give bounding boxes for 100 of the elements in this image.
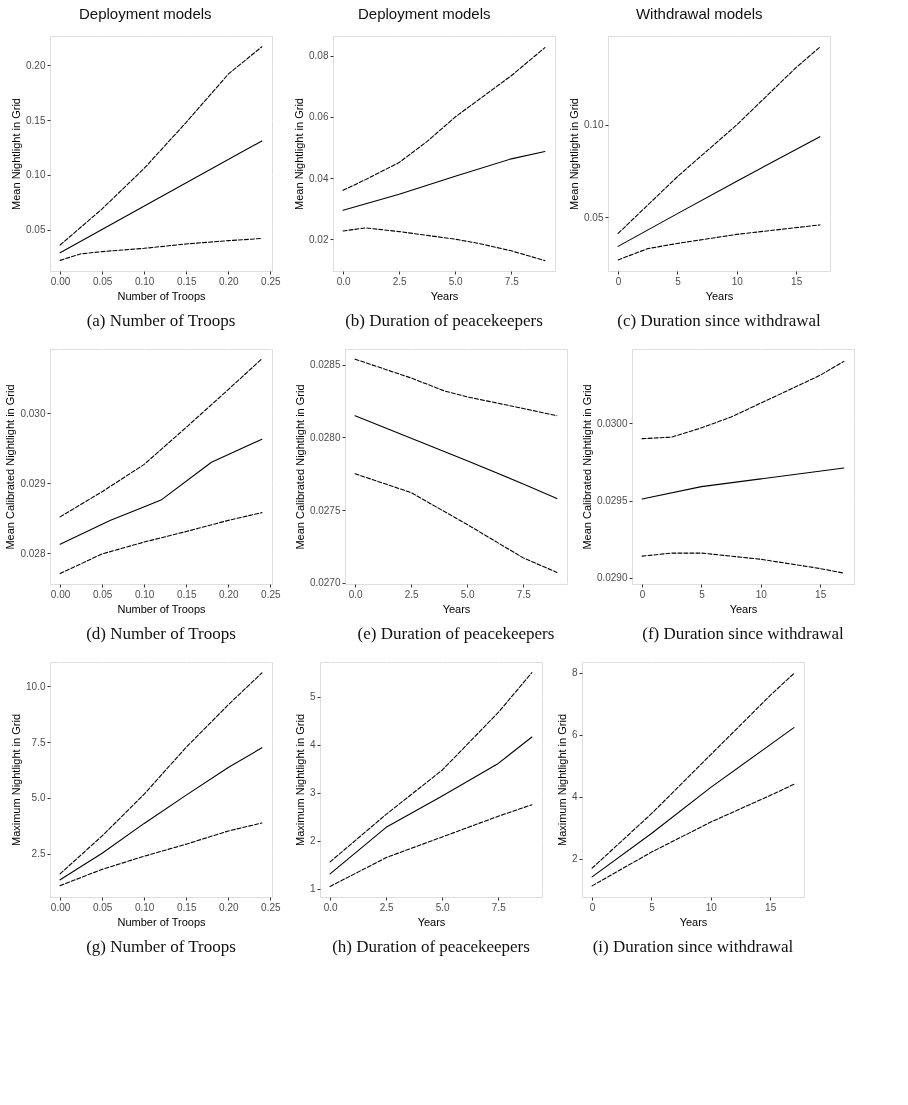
x-tick-label: 0.20 [219,901,239,913]
line-series [59,438,263,545]
x-tick-label: 2.5 [392,275,408,287]
line-series [354,415,558,499]
text: (f) Duration since withdrawal [642,624,845,643]
y-tick-label: 0.0295 [596,495,628,507]
x-tick-label: 7.5 [491,901,507,913]
y-tick-label: 2 [309,835,316,847]
y-axis-title: Maximum Nightlight in Grid [10,713,23,847]
x-tick-label: 0.15 [176,901,197,913]
x-tick-label: 2.5 [404,588,420,600]
y-tick-label: 4 [309,739,316,751]
line-series [617,224,821,261]
line-series [591,672,795,869]
line-series [59,46,263,246]
y-tick-label: 0.029 [20,477,46,489]
line-series [591,727,795,878]
x-axis-title: Number of Troops [117,602,207,615]
x-tick-label: 0 [639,588,646,600]
x-tick-label: 15 [815,588,827,600]
line-series [342,150,546,211]
text: (d) Number of Troops [86,624,236,643]
text: (a) Number of Troops [86,311,236,330]
y-tick-label: 0.20 [26,59,46,71]
x-axis-title: Number of Troops [117,289,207,302]
line-series [354,358,558,417]
x-tick-label: 10 [755,588,768,600]
y-tick-label: 0.02 [309,233,329,245]
x-tick-label: 0.00 [50,588,71,600]
x-axis-title: Years [430,289,459,302]
x-tick-label: 0.00 [50,901,71,913]
y-tick-label: 0.0280 [309,431,341,443]
y-tick-label: 10.0 [26,680,46,692]
line-series [591,783,795,887]
x-tick-label: 0.10 [134,275,155,287]
line-series [59,672,263,875]
x-axis-title: Years [442,602,471,615]
y-axis-title: Mean Calibrated Nightlight in Grid [580,384,593,550]
line-series [617,136,821,247]
x-tick-label: 0.0 [348,588,363,600]
line-series [641,467,845,500]
x-axis-title: Years [679,915,708,928]
chart-title: Deployment models [79,4,212,22]
x-tick-label: 0.05 [92,275,113,287]
x-axis-title: Years [417,915,446,928]
x-tick-label: 0.20 [219,588,239,600]
x-axis-title: Years [729,602,758,615]
text: (c) Duration since withdrawal [617,311,821,330]
x-tick-label: 0.05 [92,901,113,913]
line-series [342,47,546,191]
y-axis-title: Mean Nightlight in Grid [10,98,23,210]
y-axis-title: Mean Calibrated Nightlight in Grid [293,384,306,550]
text: (g) Number of Troops [86,937,236,956]
y-tick-label: 5.0 [31,792,46,804]
y-axis-title: Maximum Nightlight in Grid [293,713,306,847]
y-tick-label: 1 [309,883,316,895]
line-series [59,237,263,261]
chart-title: Withdrawal models [635,4,763,22]
x-tick-label: 0.10 [134,901,155,913]
y-axis-title: Mean Nightlight in Grid [293,98,306,210]
x-axis-title: Number of Troops [117,915,207,928]
y-tick-label: 0.030 [20,407,46,419]
x-tick-label: 2.5 [379,901,395,913]
line-series [617,46,821,234]
x-axis-title: Years [705,289,734,302]
x-tick-label: 0.25 [261,901,281,913]
x-tick-label: 5 [699,588,706,600]
line-series [329,804,533,887]
x-tick-label: 0.15 [176,588,197,600]
x-tick-label: 0.0 [323,901,338,913]
y-tick-label: 0.0300 [596,417,628,429]
x-tick-label: 5 [649,901,656,913]
line-series [59,358,263,518]
line-series [354,473,558,573]
text: (b) Duration of peacekeepers [345,311,543,330]
y-axis-title: Mean Calibrated Nightlight in Grid [4,384,17,550]
y-tick-label: 0.0285 [309,359,341,371]
x-tick-label: 15 [765,901,777,913]
y-tick-label: 8 [571,667,578,679]
line-series [641,552,845,574]
y-tick-label: 0.10 [26,169,46,181]
y-tick-label: 2 [571,853,578,865]
x-tick-label: 5.0 [460,588,476,600]
y-axis-title: Maximum Nightlight in Grid [555,713,568,847]
text: (e) Duration of peacekeepers [357,624,555,643]
line-series [342,227,546,262]
x-tick-label: 0.00 [50,275,71,287]
x-tick-label: 0.0 [336,275,351,287]
y-tick-label: 0.08 [309,50,329,62]
y-tick-label: 6 [571,729,578,741]
y-tick-label: 0.0270 [309,577,341,589]
y-tick-label: 0.04 [309,172,329,184]
y-tick-label: 0.06 [309,111,329,123]
line-series [641,360,845,440]
x-tick-label: 0.20 [219,275,239,287]
x-tick-label: 0.25 [261,275,281,287]
y-tick-label: 0.05 [26,224,46,236]
y-tick-label: 5 [309,691,316,703]
line-series [59,512,263,575]
text: (i) Duration since withdrawal [592,937,794,956]
